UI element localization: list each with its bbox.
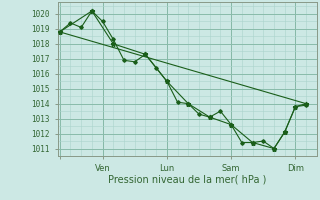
X-axis label: Pression niveau de la mer( hPa ): Pression niveau de la mer( hPa )	[108, 175, 266, 185]
